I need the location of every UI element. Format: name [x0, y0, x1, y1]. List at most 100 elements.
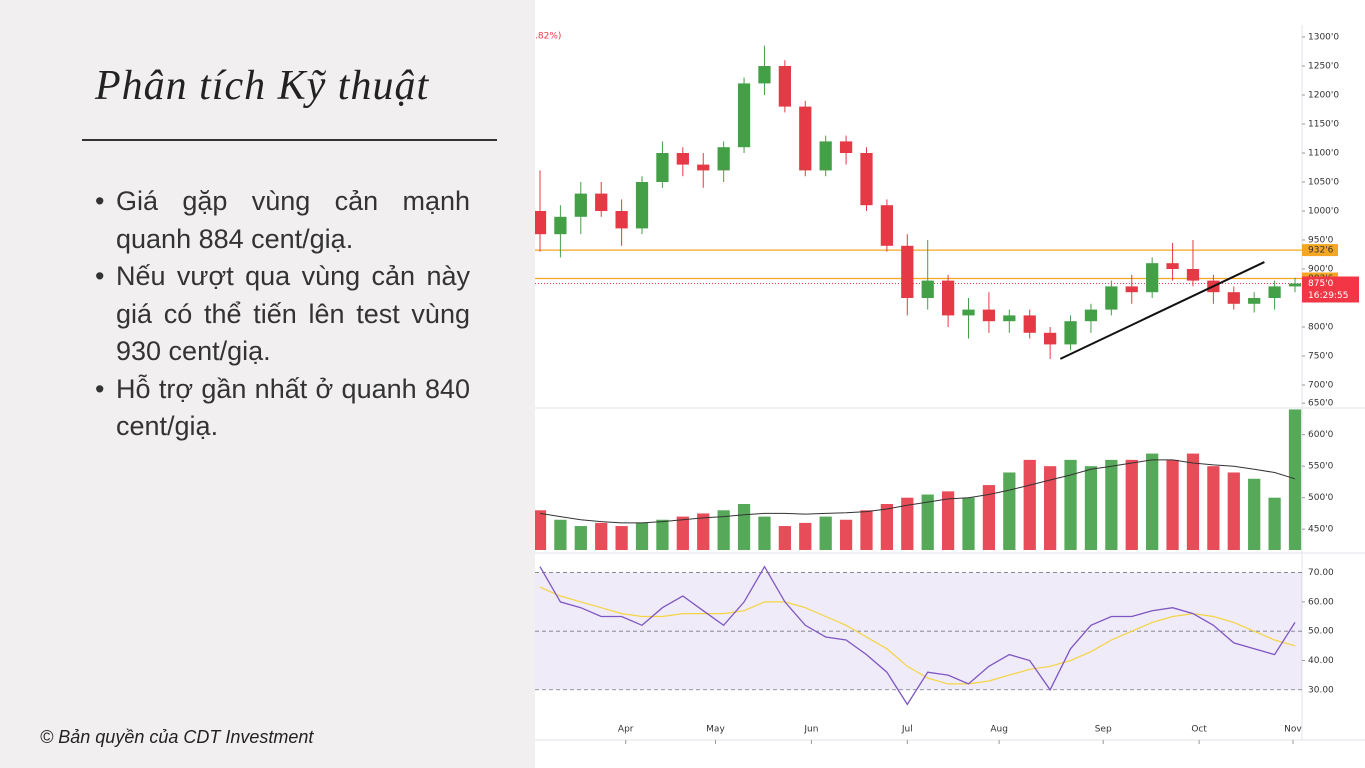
volume-bar [880, 503, 894, 550]
volume-bar [1186, 453, 1200, 550]
volume-bar [656, 519, 669, 550]
candle-body [758, 66, 771, 84]
candle-body [717, 147, 730, 171]
y-tick-label: 1250'0 [1308, 62, 1339, 72]
volume-bar [1227, 472, 1240, 550]
volume-bar [941, 491, 955, 550]
volume-bar [635, 522, 649, 550]
candle-body [860, 153, 873, 206]
volume-bar [1248, 478, 1261, 550]
bullet: Giá gặp vùng cản mạnh quanh 884 cent/giạ… [95, 183, 470, 258]
y-tick-label: 800'0 [1308, 323, 1334, 333]
candle-body [1248, 298, 1261, 304]
y-tick-label: 900'0 [1308, 265, 1334, 275]
last-price-label: 875'0 [1308, 279, 1334, 289]
candle-body [535, 211, 547, 235]
y-tick-label: 1000'0 [1308, 207, 1339, 217]
bullet: Nếu vượt qua vùng cản này giá có thể tiế… [95, 258, 470, 371]
y-tick-label: 750'0 [1308, 352, 1334, 362]
volume-bar [554, 519, 567, 550]
trendline [1059, 261, 1265, 360]
candle-body [778, 66, 791, 107]
rsi-ma-line [539, 586, 1296, 685]
candle-body [880, 205, 894, 246]
volume-bar [1105, 459, 1118, 550]
y-tick-label: 600'0 [1308, 430, 1334, 440]
candle-body [1105, 286, 1118, 310]
volume-bar [839, 519, 853, 550]
candle-body [982, 309, 996, 322]
volume-ma-line [539, 459, 1296, 524]
candle-body [1023, 315, 1036, 333]
y-tick-label: 450'0 [1308, 525, 1334, 535]
candle-body [554, 216, 567, 235]
y-tick-label: 650'0 [1308, 399, 1334, 409]
bullet: Hỗ trợ gần nhất ở quanh 840 cent/giạ. [95, 371, 470, 446]
rsi-line [539, 565, 1296, 706]
title-rule [82, 139, 497, 141]
y-tick-label: 40.00 [1308, 656, 1334, 666]
y-tick-label: 1100'0 [1308, 149, 1339, 159]
volume-bar [1003, 472, 1016, 550]
last-price-tag [1302, 276, 1359, 303]
volume-bar [1288, 409, 1302, 550]
candle-body [1125, 286, 1138, 293]
volume-bar [615, 526, 628, 550]
volume-bar [1268, 497, 1281, 550]
volume-bar [901, 497, 914, 550]
level-tag [1302, 244, 1338, 257]
candle-body [1268, 286, 1281, 298]
candle-body [676, 153, 689, 165]
candle-body [574, 193, 587, 217]
volume-bar [778, 526, 791, 550]
candle-body [1044, 332, 1057, 345]
candle-body [1166, 263, 1179, 269]
x-tick-label: Apr [618, 725, 634, 735]
x-tick-label: Sep [1095, 725, 1112, 735]
x-tick-label: Oct [1191, 725, 1207, 735]
y-tick-label: 500'0 [1308, 493, 1334, 503]
candle-body [1288, 283, 1302, 287]
x-tick-label: Nov [1284, 725, 1302, 735]
candle-body [595, 193, 608, 211]
volume-bar [676, 516, 689, 550]
volume-bar [697, 513, 710, 550]
y-tick-label: 70.00 [1308, 568, 1334, 578]
volume-bar [717, 510, 730, 550]
volume-bar [860, 510, 873, 550]
candle-body [799, 106, 812, 171]
y-tick-label: 1200'0 [1308, 91, 1339, 101]
candle-body [1084, 309, 1098, 322]
slide-title: Phân tích Kỹ thuật [95, 63, 430, 109]
volume-bar [1166, 459, 1179, 550]
candle-body [615, 211, 628, 229]
volume-bar [574, 526, 587, 550]
volume-bar [535, 510, 547, 550]
volume-bar [1044, 466, 1057, 550]
candle-body [1146, 263, 1159, 293]
chart-header: .82%) [535, 32, 561, 42]
candle-body [941, 280, 955, 316]
volume-bar [1084, 466, 1098, 550]
volume-bar [819, 516, 832, 550]
volume-bar [1146, 453, 1159, 550]
volume-bar [758, 516, 771, 550]
candle-body [697, 164, 710, 171]
x-tick-label: May [706, 725, 725, 735]
candle-body [1064, 321, 1077, 345]
y-tick-label: 700'0 [1308, 381, 1334, 391]
y-tick-label: 50.00 [1308, 627, 1334, 637]
y-tick-label: 1150'0 [1308, 120, 1339, 130]
last-price-timer: 16:29:55 [1308, 291, 1348, 301]
volume-bar [1023, 459, 1036, 550]
chart: .82%)700'0750'0800'0850'0900'0950'01000'… [535, 0, 1365, 768]
y-tick-label: 950'0 [1308, 236, 1334, 246]
chart-background [535, 0, 1365, 768]
volume-bar [982, 485, 996, 550]
candle-body [839, 141, 853, 153]
y-tick-label: 60.00 [1308, 597, 1334, 607]
candle-body [962, 309, 975, 316]
candle-body [921, 280, 934, 298]
y-tick-label: 550'0 [1308, 462, 1334, 472]
